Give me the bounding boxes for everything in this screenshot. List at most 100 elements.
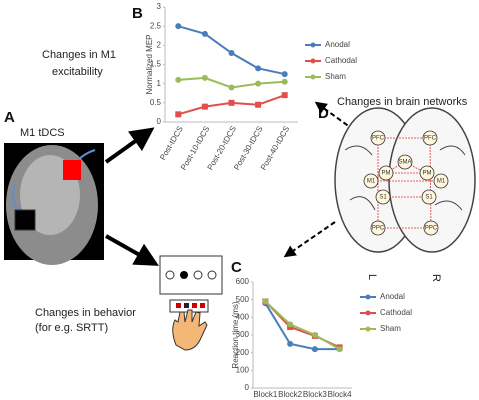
y-tick-label: 3 <box>157 2 162 11</box>
x-tick-label: Block1 <box>253 390 278 399</box>
arrow <box>105 234 159 266</box>
label: Changes in M1 <box>42 49 116 61</box>
cathode <box>14 209 36 231</box>
x-tick-label: Block4 <box>328 390 353 399</box>
panel-letter: B <box>132 5 143 22</box>
brain-node <box>433 173 449 189</box>
node-label: PFC <box>424 136 437 142</box>
anode <box>63 160 81 180</box>
y-tick-label: 500 <box>236 295 250 304</box>
legend-swatch <box>365 326 371 332</box>
data-point <box>287 340 294 347</box>
key <box>176 303 181 308</box>
node-label: M1 <box>367 179 376 185</box>
node-label: M1 <box>437 179 446 185</box>
hemisphere-label: L <box>366 274 378 280</box>
brain <box>334 107 476 253</box>
node-label: PM <box>382 171 391 177</box>
data-point <box>201 103 208 110</box>
hemisphere-label: R <box>430 274 442 282</box>
node-label: S1 <box>379 195 387 201</box>
y-tick-label: 200 <box>236 348 250 357</box>
legend-label: Anodal <box>380 292 405 301</box>
data-point <box>201 74 208 81</box>
brain-node <box>375 189 391 205</box>
node-label: SMA <box>398 160 411 166</box>
key <box>184 303 189 308</box>
node-label: PPC <box>372 226 385 232</box>
legend-label: Anodal <box>325 40 350 49</box>
legend-swatch <box>365 294 371 300</box>
label: excitability <box>52 66 103 78</box>
y-tick-label: 2 <box>157 40 162 49</box>
series-line <box>264 300 341 351</box>
data-point <box>287 321 294 328</box>
node-label: S1 <box>425 195 433 201</box>
x-tick-label: Block3 <box>303 390 328 399</box>
data-point <box>281 92 288 99</box>
y-tick-label: 0.5 <box>150 98 162 107</box>
legend-label: Cathodal <box>325 56 357 65</box>
target <box>180 271 188 279</box>
y-tick-label: 1.5 <box>150 60 162 69</box>
key <box>200 303 205 308</box>
y-tick-label: 300 <box>236 330 250 339</box>
key <box>192 303 197 308</box>
x-tick-label: Post-tDCS <box>158 125 185 162</box>
data-point <box>175 111 182 118</box>
series-line <box>264 300 341 349</box>
panel-letter: C <box>231 259 242 276</box>
brain-node <box>363 173 379 189</box>
series-line <box>264 302 340 351</box>
data-point <box>255 80 262 87</box>
legend-swatch <box>310 74 316 80</box>
label: Changes in behavior <box>35 307 136 319</box>
legend-swatch <box>310 58 316 64</box>
y-tick-label: 1 <box>157 79 162 88</box>
panel-letter: A <box>4 109 15 126</box>
y-tick-label: 0 <box>245 383 250 392</box>
data-point <box>336 346 343 353</box>
hand <box>172 309 208 351</box>
target <box>165 270 175 280</box>
y-tick-label: 600 <box>236 277 250 286</box>
data-point <box>228 50 235 56</box>
x-tick-label: Block2 <box>278 390 303 399</box>
target <box>207 270 217 280</box>
data-point <box>281 78 288 85</box>
brain-node <box>422 130 438 146</box>
node-label: PM <box>423 171 432 177</box>
panel-letter: D <box>318 105 329 122</box>
data-point <box>255 65 262 72</box>
data-point <box>311 332 318 338</box>
label: Changes in brain networks <box>337 96 468 108</box>
y-axis-label: Normalized MEP <box>145 34 154 94</box>
data-point <box>262 298 269 305</box>
legend-swatch <box>310 42 316 48</box>
legend-swatch <box>365 310 371 316</box>
y-tick-label: 2.5 <box>150 21 162 30</box>
data-point <box>255 101 262 108</box>
y-tick-label: 100 <box>236 365 250 374</box>
y-axis-label: Reaction time (ms) <box>231 301 240 368</box>
brain-node <box>419 165 435 181</box>
node-label: PFC <box>372 136 385 142</box>
data-point <box>281 71 288 78</box>
data-point <box>311 346 318 353</box>
brain-node <box>378 165 394 181</box>
y-tick-label: 0 <box>157 117 162 126</box>
y-tick-label: 400 <box>236 312 250 321</box>
brain-node <box>370 220 386 236</box>
legend-label: Sham <box>380 324 401 333</box>
brain-node <box>370 130 386 146</box>
target <box>193 270 203 280</box>
brain-node <box>421 189 437 205</box>
data-point <box>201 30 208 37</box>
data-point <box>175 23 182 30</box>
brain-node <box>423 220 439 236</box>
data-point <box>228 84 235 91</box>
data-point <box>175 76 182 83</box>
legend-label: Sham <box>325 72 346 81</box>
brain-node <box>397 154 413 170</box>
